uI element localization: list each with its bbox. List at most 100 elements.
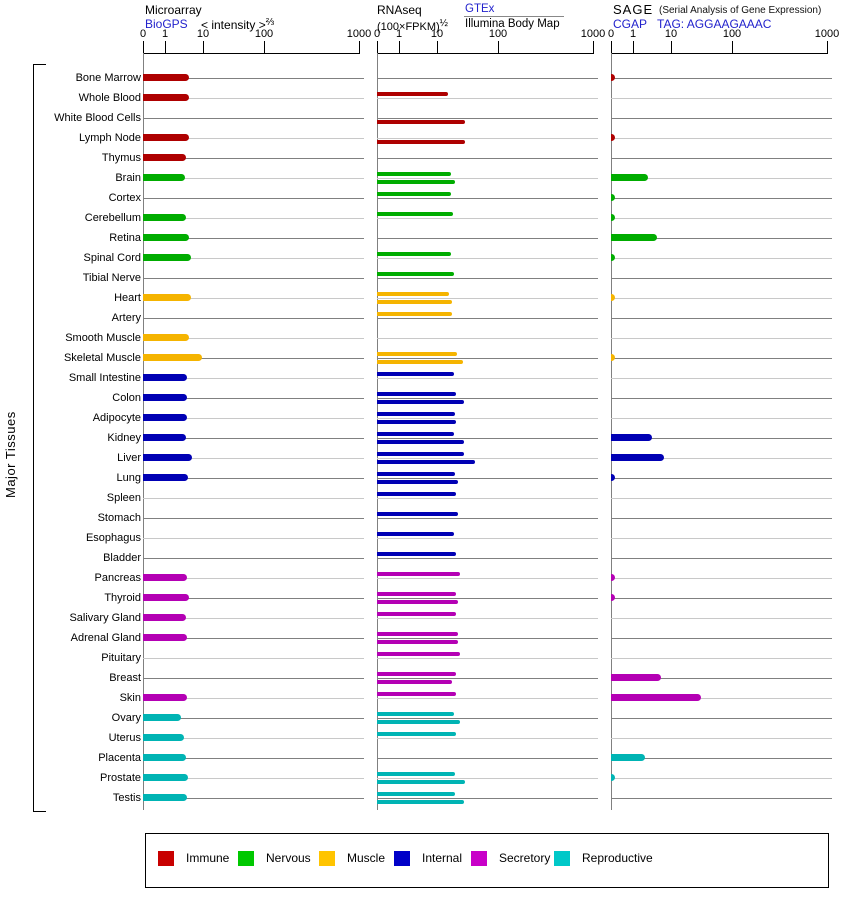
row-gridline [377,638,598,639]
row-gridline [143,138,364,139]
row-gridline [143,218,364,219]
row-gridline [143,118,364,119]
expression-bar-microarray [143,234,189,241]
expression-bar-microarray [143,754,187,761]
expression-bar-sage [611,434,653,441]
row-gridline [377,738,598,739]
tissue-label: Cortex [108,192,141,204]
expression-bar-sage [611,354,616,361]
row-gridline [611,758,832,759]
legend: Immune Nervous Muscle Internal Secretory Repr… [145,833,829,888]
tissue-label: Bone Marrow [75,72,141,84]
row-gridline [143,78,364,79]
row-gridline [611,718,832,719]
row-gridline [611,458,832,459]
expression-bar-sage [611,574,616,581]
row-gridline [143,418,364,419]
row-gridline [143,678,364,679]
row-gridline [611,638,832,639]
expression-bar-sage [611,174,648,181]
tissue-label: Breast [109,672,141,684]
axis-tick-label: 10 [430,28,444,40]
row-gridline [143,178,364,179]
expression-bar-microarray [143,374,187,381]
microarray-scale-exponent: ⅔ [265,17,275,28]
tissue-label: Esophagus [85,532,141,544]
row-gridline [143,378,364,379]
row-gridline [143,798,364,799]
expression-bar-rnaseq-gtex [377,552,457,556]
axis-tick [732,41,733,53]
expression-bar-sage [611,214,616,221]
biogps-link[interactable]: BioGPS [145,17,188,31]
row-gridline [611,158,832,159]
row-gridline [611,378,832,379]
tissue-label: Adrenal Gland [70,632,141,644]
expression-bar-microarray [143,354,202,361]
axis-line [611,53,828,54]
cgap-link[interactable]: CGAP [613,17,648,31]
tissue-label: Liver [117,452,141,464]
row-gridline [611,738,832,739]
row-gridline [143,298,364,299]
tissue-label: Kidney [107,432,141,444]
row-gridline [377,278,598,279]
gtex-link[interactable]: GTEx [465,3,495,15]
row-gridline [143,578,364,579]
expression-bar-rnaseq-illumina [377,140,465,144]
microarray-scale-text: < intensity > [201,18,266,32]
expression-bar-rnaseq-gtex [377,772,456,776]
row-gridline [611,138,832,139]
expression-bar-rnaseq-illumina [377,300,452,304]
panel-border [611,53,612,810]
row-gridline [377,358,598,359]
row-gridline [611,798,832,799]
axis-tick-label: 100 [722,28,742,40]
row-gridline [611,578,832,579]
tissue-label: Salivary Gland [69,612,141,624]
row-gridline [611,338,832,339]
tissue-label: Colon [112,392,141,404]
row-gridline [377,178,598,179]
row-gridline [377,198,598,199]
expression-bar-rnaseq-gtex [377,632,459,636]
row-gridline [377,478,598,479]
expression-bar-rnaseq-gtex [377,452,464,456]
tissue-label: Heart [114,292,141,304]
axis-tick-label: 1 [629,28,637,40]
row-gridline [143,198,364,199]
expression-bar-rnaseq-illumina [377,680,452,684]
row-gridline [377,798,598,799]
row-gridline [611,678,832,679]
expression-bar-microarray [143,174,186,181]
row-gridline [611,658,832,659]
row-gridline [143,258,364,259]
row-gridline [611,558,832,559]
expression-bar-rnaseq-illumina [377,480,459,484]
row-gridline [377,158,598,159]
row-gridline [611,318,832,319]
tissue-label: Spinal Cord [83,252,141,264]
secretory-color-swatch [471,851,487,866]
axis-tick [437,41,438,53]
tissue-label: Placenta [98,752,141,764]
row-gridline [143,278,364,279]
expression-bar-rnaseq-gtex [377,612,457,616]
rnaseq-scale-text: (100×FPKM) [377,21,440,33]
row-gridline [377,618,598,619]
row-gridline [143,158,364,159]
expression-bar-rnaseq-gtex [377,652,461,656]
expression-bar-microarray [143,154,186,161]
row-gridline [377,218,598,219]
row-gridline [377,578,598,579]
expression-bar-rnaseq-illumina [377,780,465,784]
expression-bar-microarray [143,594,190,601]
expression-bar-sage [611,454,664,461]
expression-bar-rnaseq-gtex [377,492,457,496]
row-gridline [377,718,598,719]
row-gridline [377,538,598,539]
tissue-label: Artery [111,312,141,324]
row-gridline [143,598,364,599]
tissue-label: Testis [112,792,141,804]
